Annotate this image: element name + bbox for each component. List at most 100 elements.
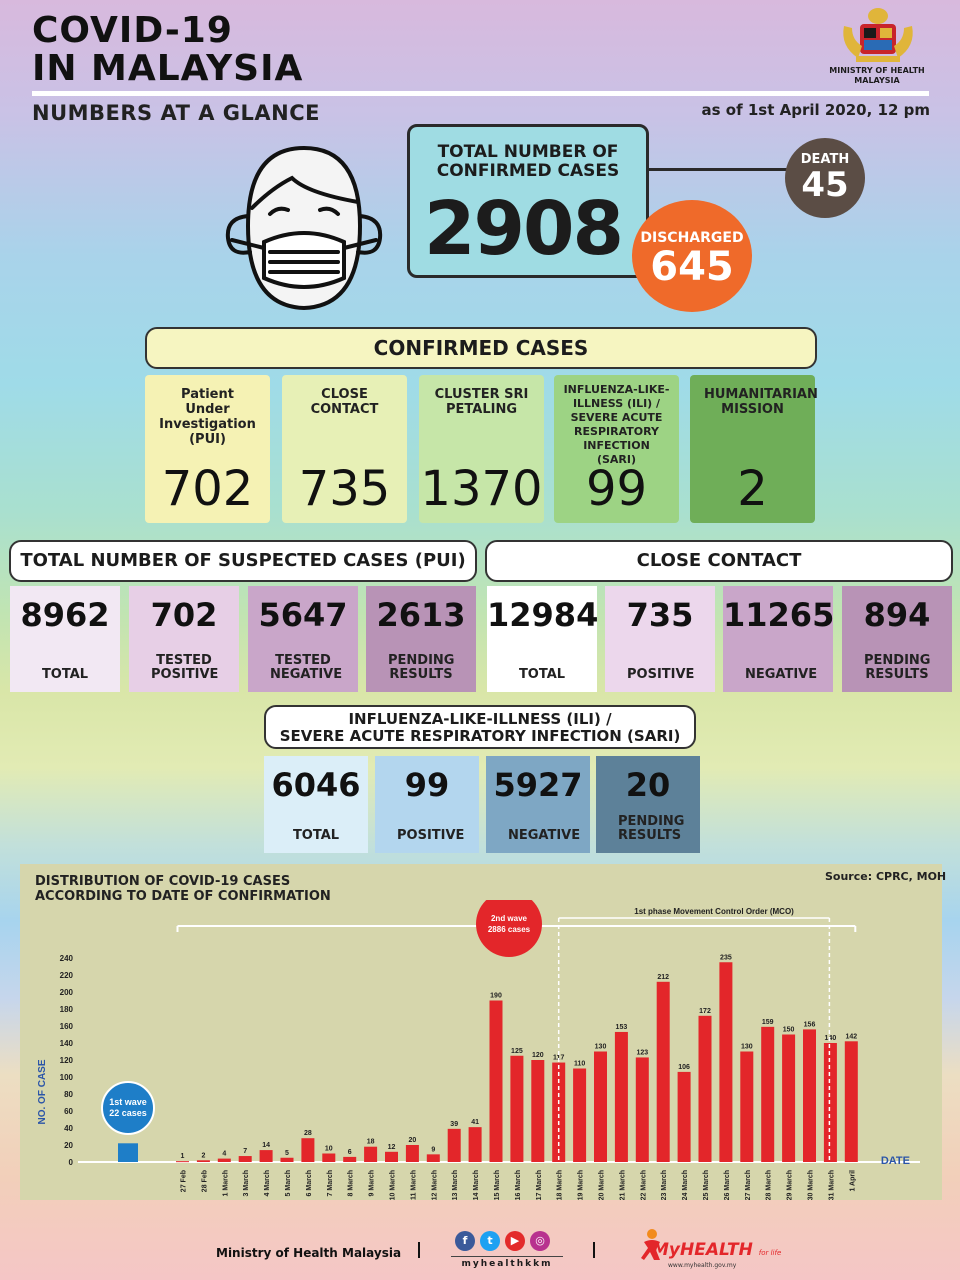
y-tick-label: 180 xyxy=(60,1005,74,1014)
confirmed-card-value: 735 xyxy=(298,461,391,517)
page-subtitle: NUMBERS AT A GLANCE xyxy=(32,101,321,125)
instagram-icon[interactable]: ◎ xyxy=(530,1231,550,1251)
x-tick-label: 20 March xyxy=(599,1170,606,1200)
bar xyxy=(468,1127,482,1162)
bar xyxy=(447,1128,461,1162)
x-tick-label: 23 March xyxy=(661,1170,668,1200)
malaysia-coat-of-arms-logo xyxy=(843,8,913,62)
y-tick-label: 60 xyxy=(64,1107,73,1116)
face-mask-icon xyxy=(225,145,383,311)
bar-value-label: 18 xyxy=(367,1139,375,1146)
confirmed-card-label: INFLUENZA-LIKE-ILLNESS (ILI) / SEVERE AC… xyxy=(563,383,670,466)
x-tick-label: 1 April xyxy=(849,1170,856,1192)
tile-value: 20 xyxy=(625,766,671,804)
myhealth-logo: MyHEALTH for life xyxy=(652,1240,781,1260)
x-tick-label: 24 March xyxy=(682,1170,689,1200)
ili-sari-tile: 99 POSITIVE xyxy=(375,756,479,853)
bar xyxy=(343,1156,357,1162)
x-tick-label: 28 Feb xyxy=(201,1170,208,1192)
first-wave-badge xyxy=(101,1081,155,1135)
x-tick-label: 4 March xyxy=(264,1170,271,1196)
bar-value-label: 4 xyxy=(222,1151,226,1158)
bar-value-label: 2 xyxy=(201,1152,205,1159)
total-confirmed-card: TOTAL NUMBER OF CONFIRMED CASES 2908 xyxy=(407,124,649,278)
bar-value-label: 6 xyxy=(348,1149,352,1156)
death-badge: DEATH 45 xyxy=(785,138,865,218)
bar xyxy=(573,1068,587,1162)
confirmed-card-label: Patient Under Investigation (PUI) xyxy=(159,387,256,447)
bar-value-label: 142 xyxy=(845,1033,857,1040)
bar-value-label: 123 xyxy=(636,1049,648,1056)
bar-value-label: 28 xyxy=(304,1130,312,1137)
bar-value-label: 106 xyxy=(678,1064,690,1071)
x-tick-label: 22 March xyxy=(640,1170,647,1200)
tile-value: 735 xyxy=(626,596,694,634)
y-axis-label: NO. OF CASE xyxy=(37,1059,48,1124)
close-contact-tile: 894 PENDING RESULTS xyxy=(842,586,952,692)
footer-handle[interactable]: myhealthkkm xyxy=(451,1256,563,1269)
ministry-line-2: MALAYSIA xyxy=(854,76,900,85)
discharged-badge: DISCHARGED 645 xyxy=(632,200,752,312)
x-tick-label: 7 March xyxy=(327,1170,334,1196)
footer xyxy=(0,1225,960,1280)
second-wave-badge xyxy=(476,900,542,957)
bar-value-label: 14 xyxy=(262,1142,270,1149)
tile-label: NEGATIVE xyxy=(508,828,581,843)
bar-value-label: 172 xyxy=(699,1008,711,1015)
y-tick-label: 140 xyxy=(60,1039,74,1048)
discharged-label: DISCHARGED xyxy=(640,230,744,246)
twitter-icon[interactable]: t xyxy=(480,1231,500,1251)
bar-value-label: 41 xyxy=(471,1119,479,1126)
bar xyxy=(259,1150,273,1162)
death-label: DEATH xyxy=(800,152,850,167)
tile-value: 894 xyxy=(863,596,931,634)
bar xyxy=(280,1157,294,1162)
suspected-tile: 5647 TESTED NEGATIVE xyxy=(248,586,358,692)
confirmed-card: HUMANITARIAN MISSION 2 xyxy=(690,375,818,523)
tile-value: 99 xyxy=(404,766,450,804)
x-tick-label: 27 March xyxy=(745,1170,752,1200)
bar xyxy=(803,1029,816,1162)
chart-title-line-1: DISTRIBUTION OF COVID-19 CASES xyxy=(35,874,291,889)
myhealth-brand: MyHEALTH xyxy=(652,1240,753,1260)
myhealth-url[interactable]: www.myhealth.gov.my xyxy=(668,1262,737,1269)
x-tick-label: 19 March xyxy=(578,1170,585,1200)
x-tick-label: 31 March xyxy=(828,1170,835,1200)
bar xyxy=(385,1151,398,1162)
x-tick-label: 11 March xyxy=(410,1170,417,1200)
tile-label: NEGATIVE xyxy=(745,667,818,682)
ili-sari-tile: 5927 NEGATIVE xyxy=(486,756,590,853)
header-divider xyxy=(32,91,929,96)
x-tick-label: 27 Feb xyxy=(181,1170,188,1192)
bar xyxy=(761,1026,775,1162)
bar xyxy=(635,1057,649,1162)
bar xyxy=(489,1000,503,1162)
bar xyxy=(698,1015,712,1162)
x-axis-label: DATE xyxy=(881,1155,910,1167)
bar xyxy=(301,1138,315,1162)
bar xyxy=(217,1158,231,1162)
footer-separator xyxy=(593,1242,595,1258)
ili-sari-tile: 6046 TOTAL xyxy=(264,756,368,853)
first-wave-label-2: 22 cases xyxy=(109,1108,147,1118)
footer-ministry: Ministry of Health Malaysia xyxy=(216,1246,402,1260)
bar-value-label: 159 xyxy=(762,1019,774,1026)
ili-sari-header: INFLUENZA-LIKE-ILLNESS (ILI) / SEVERE AC… xyxy=(264,705,696,749)
x-tick-label: 14 March xyxy=(473,1170,480,1200)
bar-value-label: 212 xyxy=(657,974,669,981)
tile-label: TOTAL xyxy=(41,667,89,682)
tile-label: POSITIVE xyxy=(627,667,695,682)
y-tick-label: 220 xyxy=(60,971,74,980)
discharged-value: 645 xyxy=(650,244,734,290)
tile-label: POSITIVE xyxy=(397,828,465,843)
close-contact-tile: 11265 NEGATIVE xyxy=(723,586,834,692)
bar-value-label: 125 xyxy=(511,1048,523,1055)
tile-label: PENDING RESULTS xyxy=(864,653,931,682)
suspected-tile: 8962 TOTAL xyxy=(10,586,120,692)
ili-sari-title-line-1: INFLUENZA-LIKE-ILLNESS (ILI) / xyxy=(348,710,612,728)
youtube-icon[interactable]: ▶ xyxy=(505,1231,525,1251)
tile-value: 12984 xyxy=(487,596,599,634)
ministry-line-1: MINISTRY OF HEALTH xyxy=(829,66,925,75)
x-tick-label: 30 March xyxy=(808,1170,815,1200)
facebook-icon[interactable]: f xyxy=(455,1231,475,1251)
